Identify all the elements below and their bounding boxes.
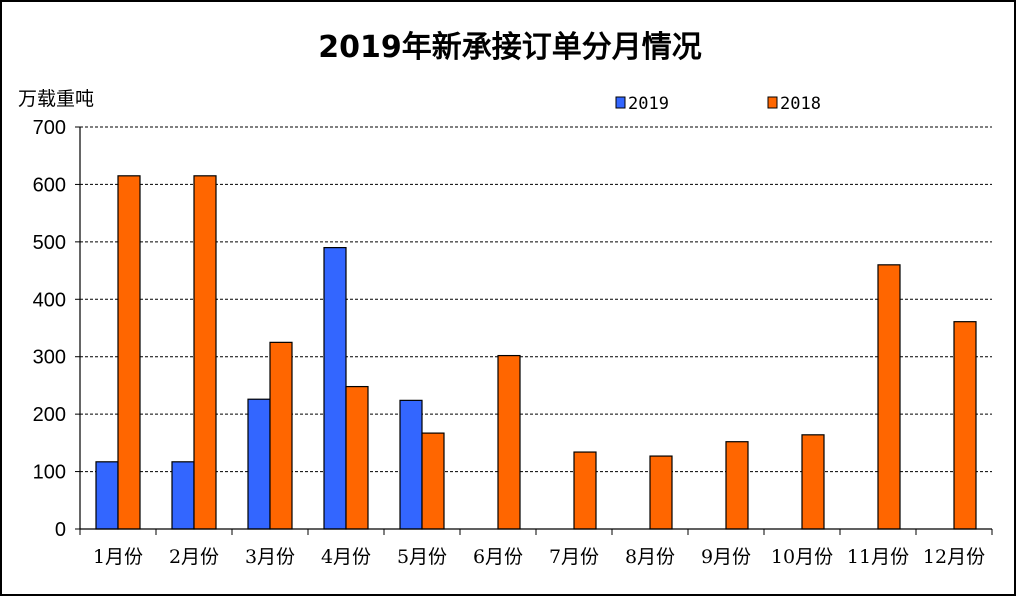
x-tick-label: 9月份 bbox=[701, 546, 751, 568]
bar-2018 bbox=[801, 434, 825, 530]
bars bbox=[95, 175, 977, 530]
legend-label-2019: 2019 bbox=[628, 94, 669, 114]
bar-2018 bbox=[193, 175, 217, 530]
bar-2018 bbox=[649, 455, 673, 530]
bar-2018 bbox=[421, 432, 445, 530]
bar-2018 bbox=[345, 385, 369, 530]
bar-2018 bbox=[117, 175, 141, 530]
bar-2019 bbox=[171, 461, 195, 530]
x-tick-label: 8月份 bbox=[625, 546, 675, 568]
chart-title: 2019年新承接订单分月情况 bbox=[318, 30, 702, 65]
y-tick-label: 500 bbox=[33, 232, 66, 254]
bar-2019 bbox=[247, 398, 271, 530]
y-tick-label: 200 bbox=[33, 404, 66, 426]
x-tick-label: 2月份 bbox=[169, 546, 219, 568]
y-tick-labels: 0 100 200 300 400 500 600 700 bbox=[33, 117, 66, 541]
bar-2018 bbox=[725, 441, 749, 530]
bar-2019 bbox=[95, 461, 119, 530]
y-tick-label: 0 bbox=[55, 519, 66, 541]
x-tick-label: 4月份 bbox=[321, 546, 371, 568]
bar-2018 bbox=[573, 451, 597, 530]
y-tick-label: 300 bbox=[33, 347, 66, 369]
x-tick-label: 6月份 bbox=[473, 546, 523, 568]
x-tick-label: 10月份 bbox=[771, 546, 833, 568]
x-tick-label: 5月份 bbox=[397, 546, 447, 568]
y-tick-label: 100 bbox=[33, 462, 66, 484]
y-tick-label: 600 bbox=[33, 174, 66, 196]
bar-2018 bbox=[497, 354, 521, 530]
gridlines bbox=[80, 126, 992, 473]
y-axis-label: 万载重吨 bbox=[18, 88, 94, 110]
bar-2018 bbox=[877, 264, 901, 530]
x-tick-label: 1月份 bbox=[93, 546, 143, 568]
y-tick-label: 700 bbox=[33, 117, 66, 139]
x-tick-label: 7月份 bbox=[549, 546, 599, 568]
legend-label-2018: 2018 bbox=[780, 94, 821, 114]
x-tick-labels: 1月份 2月份 3月份 4月份 5月份 6月份 7月份 8月份 9月份 10月份 11月份 12月份 bbox=[93, 546, 985, 568]
bar-2019 bbox=[399, 399, 423, 530]
y-tick-label: 400 bbox=[33, 289, 66, 311]
legend-swatch-2018 bbox=[767, 96, 778, 109]
x-tick-label: 12月份 bbox=[923, 546, 985, 568]
bar-2019 bbox=[323, 247, 347, 530]
x-tick-label: 11月份 bbox=[847, 546, 909, 568]
legend: 2019 2018 bbox=[615, 94, 821, 114]
bar-2018 bbox=[953, 321, 977, 530]
bar-2018 bbox=[269, 341, 293, 530]
axes bbox=[75, 126, 993, 535]
legend-swatch-2019 bbox=[615, 96, 626, 109]
x-tick-label: 3月份 bbox=[245, 546, 295, 568]
